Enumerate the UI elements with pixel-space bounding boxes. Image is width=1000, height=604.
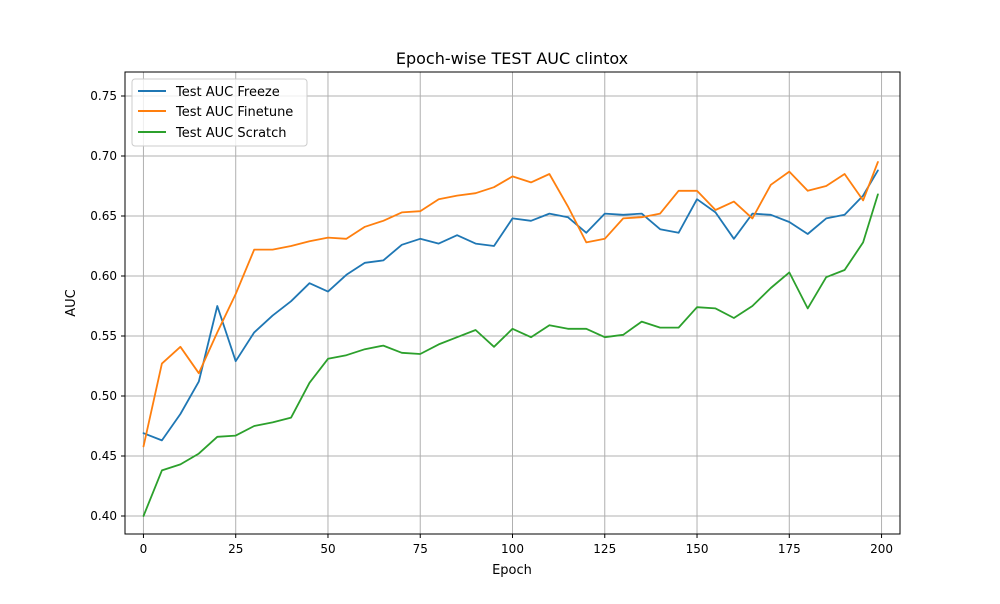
y-tick-label: 0.45 <box>90 449 117 463</box>
x-tick-label: 150 <box>686 542 709 556</box>
y-tick-label: 0.50 <box>90 389 117 403</box>
y-tick-label: 0.55 <box>90 329 117 343</box>
y-axis-label: AUC <box>64 289 79 317</box>
x-tick-label: 175 <box>778 542 801 556</box>
x-tick-label: 200 <box>870 542 893 556</box>
x-axis-label: Epoch <box>492 563 532 578</box>
y-tick-label: 0.60 <box>90 269 117 283</box>
chart-title: Epoch-wise TEST AUC clintox <box>396 49 628 68</box>
legend: Test AUC Freeze Test AUC Finetune Test A… <box>131 78 308 147</box>
grid <box>125 72 900 534</box>
y-tick-label: 0.40 <box>90 509 117 523</box>
x-axis-ticks: 0 25 50 75 100 125 150 175 200 <box>140 534 893 556</box>
x-tick-label: 0 <box>140 542 148 556</box>
x-tick-label: 125 <box>593 542 616 556</box>
series-line-2 <box>142 193 879 517</box>
legend-box <box>131 78 308 147</box>
y-axis-ticks: 0.40 0.45 0.50 0.55 0.60 0.65 0.70 0.75 <box>90 89 125 523</box>
x-tick-label: 50 <box>320 542 335 556</box>
x-tick-label: 100 <box>501 542 524 556</box>
y-tick-label: 0.65 <box>90 209 117 223</box>
legend-label-freeze: Test AUC Freeze <box>175 85 280 100</box>
legend-label-finetune: Test AUC Finetune <box>175 105 293 120</box>
series-line-1 <box>142 161 879 448</box>
series-line-0 <box>142 169 879 442</box>
y-tick-label: 0.70 <box>90 149 117 163</box>
series-lines <box>142 161 879 517</box>
x-tick-label: 25 <box>228 542 243 556</box>
y-tick-label: 0.75 <box>90 89 117 103</box>
x-tick-label: 75 <box>413 542 428 556</box>
legend-label-scratch: Test AUC Scratch <box>175 126 287 141</box>
